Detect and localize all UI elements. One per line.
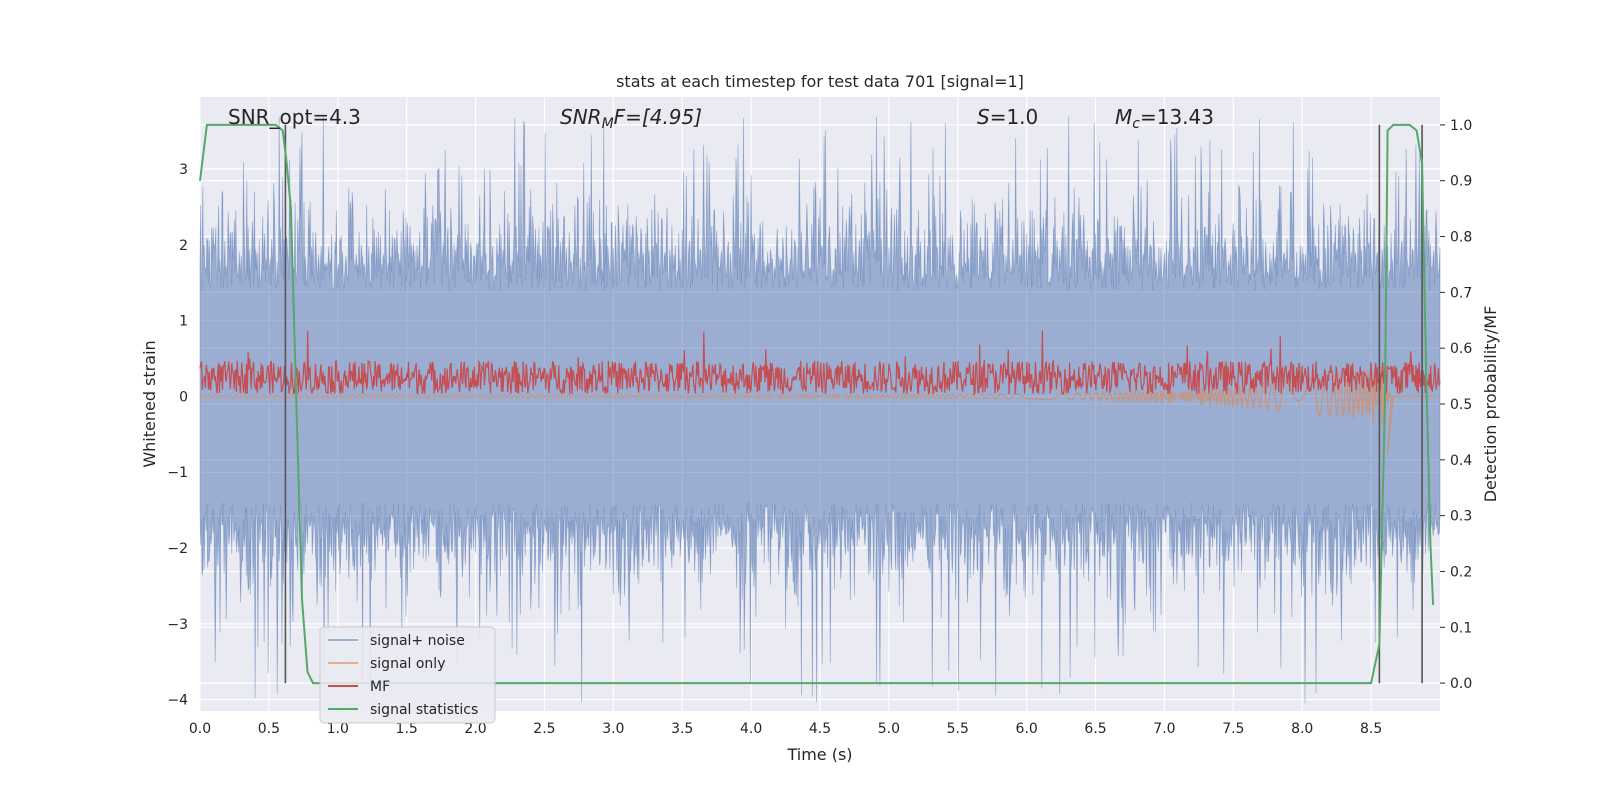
x-tick-label: 5.0 [878, 721, 900, 737]
x-tick-label: 0.0 [189, 721, 211, 737]
signal-statistics-line [199, 123, 1435, 685]
annotation-snr-opt: SNR_opt=4.3 [228, 105, 361, 129]
y2-tick-label: 0.0 [1450, 676, 1472, 692]
y-tick-label: −3 [167, 617, 188, 633]
y2-tick-label: 1.0 [1450, 118, 1472, 134]
y2-tick-label: 0.5 [1450, 397, 1472, 413]
annotation-s-rest: =1.0 [990, 105, 1039, 129]
y-tick-label: 3 [179, 162, 188, 178]
legend-label-signal-noise: signal+ noise [370, 633, 465, 649]
x-tick-label: 3.5 [671, 721, 693, 737]
x-tick-label: 1.5 [396, 721, 418, 737]
annotation-mc-sub: c [1132, 116, 1140, 132]
y-tick-label: −1 [167, 465, 188, 481]
y2-tick-label: 0.4 [1450, 453, 1472, 469]
legend: signal+ noise signal only MF signal stat… [319, 626, 496, 724]
x-tick-label: 8.5 [1360, 721, 1382, 737]
x-tick-label: 3.0 [602, 721, 624, 737]
annotation-snr-mf-main: SNR [560, 105, 602, 129]
y-tick-label: 1 [179, 314, 188, 330]
plot-area [199, 116, 1441, 704]
y2-axis-label: Detection probability/MF [1481, 306, 1500, 503]
y-tick-label: 2 [179, 238, 188, 254]
legend-label-signal-statistics: signal statistics [370, 702, 478, 718]
series-signal-only [199, 367, 1440, 454]
y2-tick-label: 0.2 [1450, 564, 1472, 580]
legend-label-signal-only: signal only [370, 656, 445, 672]
annotation-mc-rest: =13.43 [1140, 105, 1214, 129]
signal-noise-band [199, 116, 1441, 704]
annotation-mc: Mc=13.43 [1115, 105, 1214, 132]
series-mf [199, 330, 1441, 397]
y-tick-label: −2 [167, 541, 188, 557]
x-axis-label: Time (s) [786, 745, 852, 764]
x-tick-label: 2.0 [464, 721, 486, 737]
annotation-s: S=1.0 [977, 105, 1038, 129]
annotation-s-main: S [977, 105, 990, 129]
y2-tick-label: 0.9 [1450, 174, 1472, 190]
x-tick-label: 4.5 [809, 721, 831, 737]
signal-only-line [199, 367, 1440, 454]
chart-title: stats at each timestep for test data 701… [616, 72, 1024, 91]
y2-tick-label: 0.1 [1450, 620, 1472, 636]
x-tick-label: 7.0 [1153, 721, 1175, 737]
series-signal-statistics [199, 123, 1435, 685]
annotation-snr-mf: SNRMF=[4.95] [560, 105, 702, 132]
legend-box [319, 626, 496, 724]
x-tick-label: 4.0 [740, 721, 762, 737]
y2-tick-label: 0.6 [1450, 341, 1472, 357]
x-tick-label: 0.5 [258, 721, 280, 737]
legend-label-mf: MF [370, 679, 390, 695]
y-axis-ticks: 3 2 1 0 −1 −2 −3 −4 [167, 162, 188, 709]
x-tick-label: 7.5 [1222, 721, 1244, 737]
x-tick-label: 2.5 [533, 721, 555, 737]
y-axis-label: Whitened strain [140, 340, 159, 467]
y2-tick-label: 0.7 [1450, 285, 1472, 301]
x-tick-label: 6.5 [1084, 721, 1106, 737]
series-signal-noise [199, 116, 1441, 704]
y2-tick-label: 0.3 [1450, 509, 1472, 525]
x-axis-ticks: 0.0 0.5 1.0 1.5 2.0 2.5 3.0 3.5 4.0 4.5 5.0 5.5 6.0 6… [189, 721, 1382, 737]
x-tick-label: 6.0 [1016, 721, 1038, 737]
y-tick-label: 0 [179, 389, 188, 405]
x-tick-label: 8.0 [1291, 721, 1313, 737]
mf-line [199, 330, 1441, 397]
y2-tick-label: 0.8 [1450, 230, 1472, 246]
annotation-snr-mf-sub: M [602, 116, 614, 132]
annotation-mc-main: M [1115, 105, 1132, 129]
y2-axis-ticks: 1.0 0.9 0.8 0.7 0.6 0.5 0.4 0.3 0.2 0.1 0.0 [1440, 118, 1472, 692]
x-tick-label: 5.5 [947, 721, 969, 737]
x-tick-label: 1.0 [327, 721, 349, 737]
annotation-snr-mf-rest: F=[4.95] [614, 105, 702, 129]
vertical-markers [284, 124, 1423, 684]
y-tick-label: −4 [167, 693, 188, 709]
